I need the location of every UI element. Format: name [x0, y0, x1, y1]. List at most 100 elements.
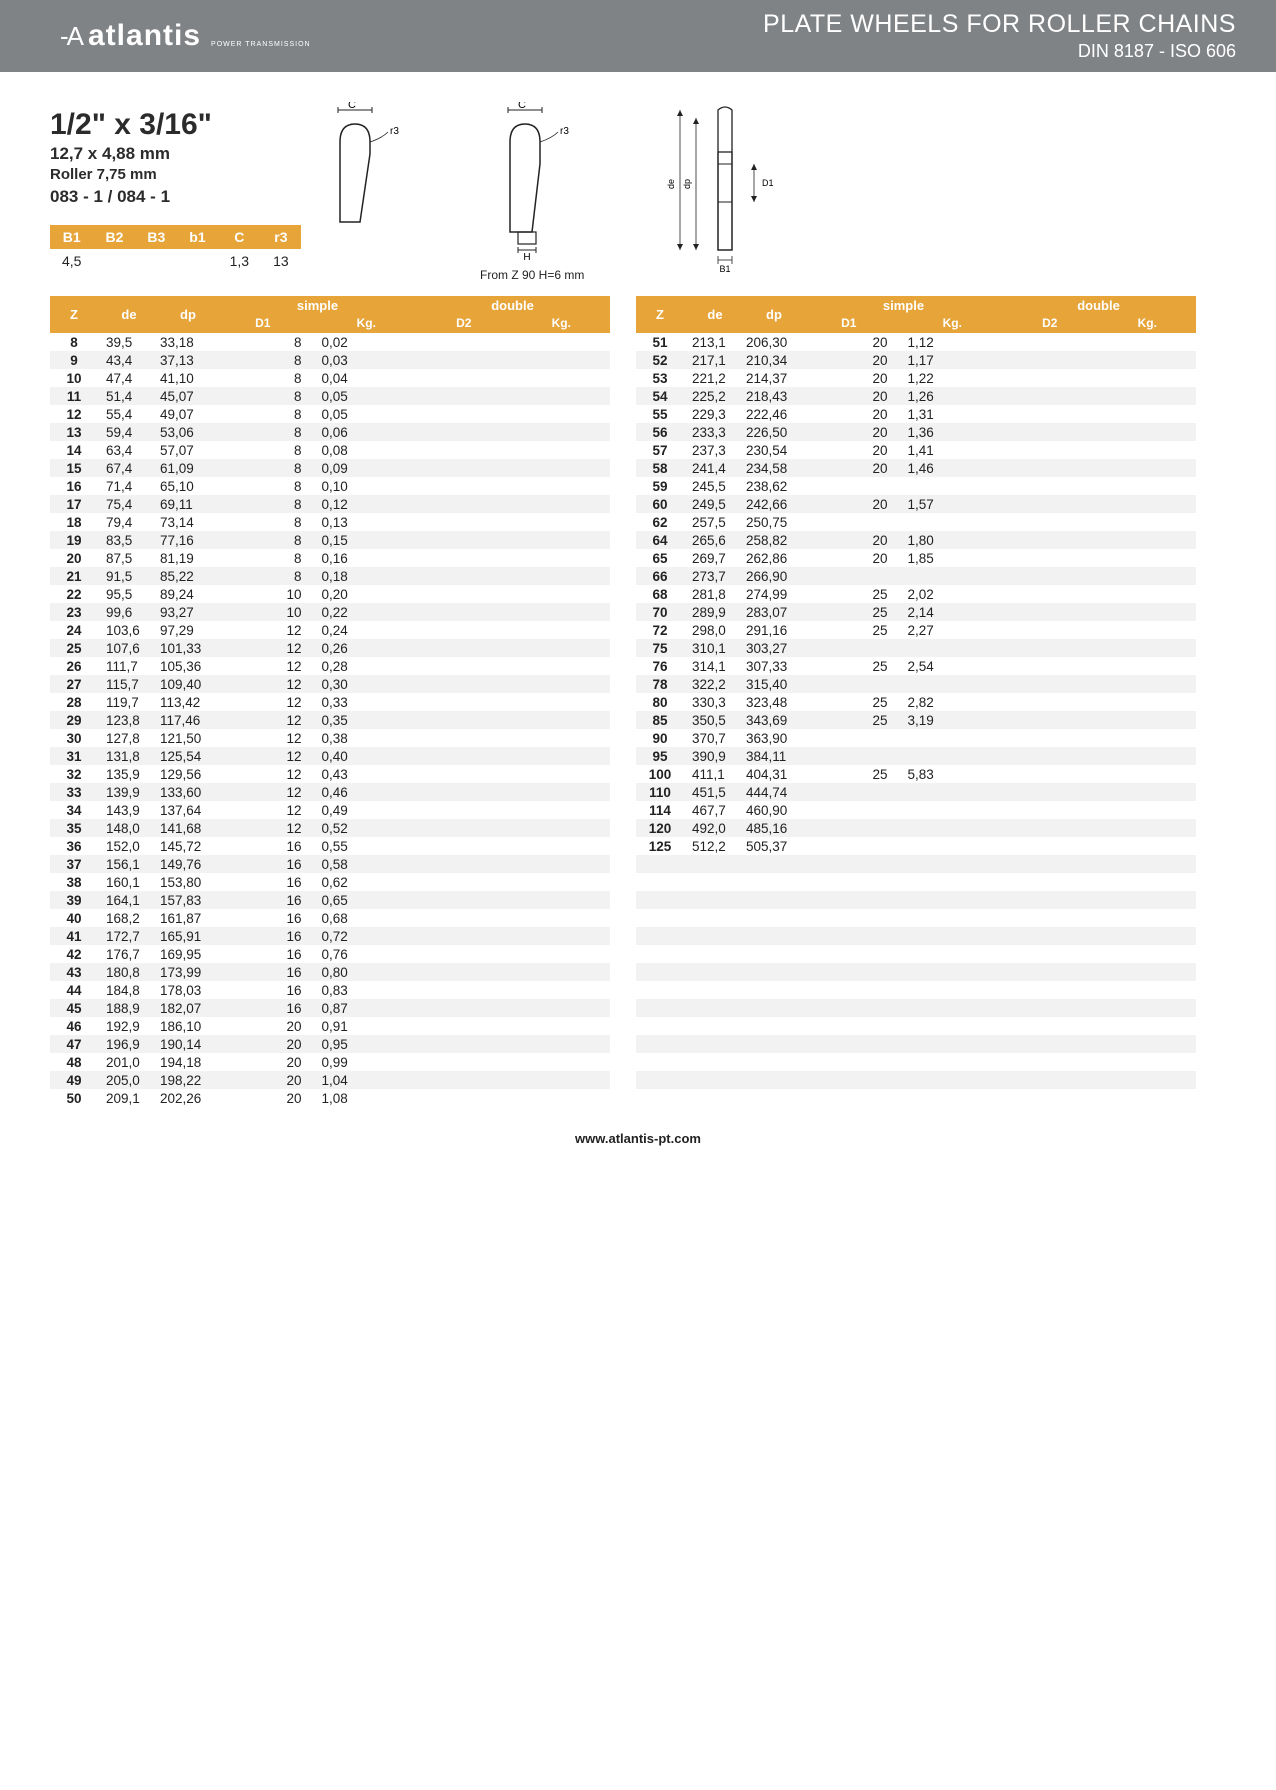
cell: 76 [636, 657, 684, 675]
cell: 25 [806, 657, 904, 675]
cell: 71,4 [98, 477, 156, 495]
cell: 451,5 [684, 783, 742, 801]
cell: 49,07 [156, 405, 220, 423]
cell: 55 [636, 405, 684, 423]
table-row: 1359,453,0680,06 [50, 423, 610, 441]
table-row: 49205,0198,22201,04 [50, 1071, 610, 1089]
cell: 411,1 [684, 765, 742, 783]
cell: 390,9 [684, 747, 742, 765]
cell: 33 [50, 783, 98, 801]
cell: 113,42 [156, 693, 220, 711]
table-row: 41172,7165,91160,72 [50, 927, 610, 945]
table-row: 2087,581,1980,16 [50, 549, 610, 567]
cell [806, 729, 904, 747]
cell: 404,31 [742, 765, 806, 783]
cell [415, 1053, 513, 1071]
cell: 262,86 [742, 549, 806, 567]
cell: 61,09 [156, 459, 220, 477]
cell [415, 495, 513, 513]
cell: 20 [220, 1035, 318, 1053]
cell: 283,07 [742, 603, 806, 621]
cell: 165,91 [156, 927, 220, 945]
cell: 0,13 [318, 513, 416, 531]
cell [415, 747, 513, 765]
cell: 115,7 [98, 675, 156, 693]
label-r3: r3 [390, 126, 399, 137]
table-row: 26111,7105,36120,28 [50, 657, 610, 675]
cell: 20 [806, 387, 904, 405]
cell: 16 [220, 981, 318, 999]
cell: 202,26 [156, 1089, 220, 1107]
cell [1001, 747, 1099, 765]
cell [513, 909, 611, 927]
table-row: 37156,1149,76160,58 [50, 855, 610, 873]
cell [904, 747, 1002, 765]
cell: 105,36 [156, 657, 220, 675]
cell: 18 [50, 513, 98, 531]
table-row: 1671,465,1080,10 [50, 477, 610, 495]
cell [415, 909, 513, 927]
cell: 47 [50, 1035, 98, 1053]
table-row-empty [636, 1089, 1196, 1107]
cell: 20 [806, 333, 904, 351]
table-row: 60249,5242,66201,57 [636, 495, 1196, 513]
cell: 54 [636, 387, 684, 405]
cell [513, 351, 611, 369]
cell [415, 1017, 513, 1035]
cell: 370,7 [684, 729, 742, 747]
cell [415, 1035, 513, 1053]
cell: 19 [50, 531, 98, 549]
cell: 73,14 [156, 513, 220, 531]
cell: 16 [220, 999, 318, 1017]
cell: 0,03 [318, 351, 416, 369]
cell [513, 837, 611, 855]
cell: 30 [50, 729, 98, 747]
cell [513, 801, 611, 819]
cell: 28 [50, 693, 98, 711]
table-row: 27115,7109,40120,30 [50, 675, 610, 693]
table-row-empty [636, 945, 1196, 963]
cell [513, 387, 611, 405]
cell [415, 693, 513, 711]
cell: 274,99 [742, 585, 806, 603]
cell: 184,8 [98, 981, 156, 999]
cell [415, 963, 513, 981]
th-simple: simple [220, 296, 415, 315]
cell [415, 1071, 513, 1089]
diagram-tooth-2: C H r3 From Z 90 H=6 mm [480, 102, 600, 282]
cell: 42 [50, 945, 98, 963]
cell: 314,1 [684, 657, 742, 675]
cell: 213,1 [684, 333, 742, 351]
cell: 307,33 [742, 657, 806, 675]
cell [1001, 333, 1099, 351]
cell [1099, 837, 1197, 855]
cell [806, 837, 904, 855]
cell: 63,4 [98, 441, 156, 459]
cell [1001, 765, 1099, 783]
cell: 25 [806, 693, 904, 711]
cell: 0,99 [318, 1053, 416, 1071]
diagrams: C r3 C H [310, 102, 1226, 282]
table-row: 40168,2161,87160,68 [50, 909, 610, 927]
cell: 0,22 [318, 603, 416, 621]
cell: 0,28 [318, 657, 416, 675]
cell [415, 891, 513, 909]
cell: 70 [636, 603, 684, 621]
table-row: 54225,2218,43201,26 [636, 387, 1196, 405]
cell: 291,16 [742, 621, 806, 639]
diagram-tooth-1: C r3 [310, 102, 420, 282]
cell: 0,72 [318, 927, 416, 945]
cell: 8 [220, 459, 318, 477]
table-row: 78322,2315,40 [636, 675, 1196, 693]
table-row: 114467,7460,90 [636, 801, 1196, 819]
cell: 242,66 [742, 495, 806, 513]
cell: 65,10 [156, 477, 220, 495]
cell [1001, 837, 1099, 855]
table-row: 30127,8121,50120,38 [50, 729, 610, 747]
cell: 121,50 [156, 729, 220, 747]
cell [1099, 621, 1197, 639]
table-row: 66273,7266,90 [636, 567, 1196, 585]
table-row: 43180,8173,99160,80 [50, 963, 610, 981]
cell: 1,17 [904, 351, 1002, 369]
table-row-empty [636, 1071, 1196, 1089]
